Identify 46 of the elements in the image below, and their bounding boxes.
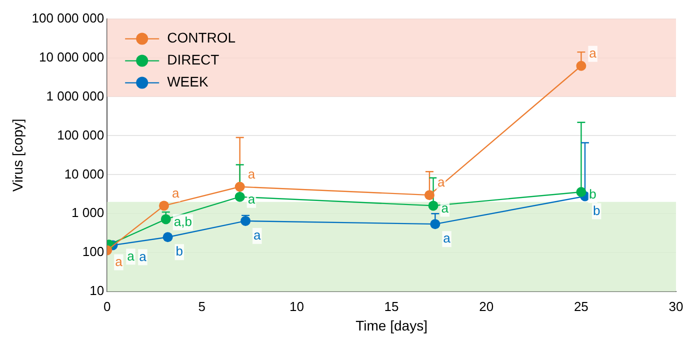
data-label: a xyxy=(441,200,450,216)
data-label: a xyxy=(248,191,256,206)
data-label: a xyxy=(437,174,446,190)
data-label: a xyxy=(589,45,598,60)
data-label: b xyxy=(592,202,600,218)
point xyxy=(430,219,440,230)
legend-label: WEEK xyxy=(167,74,209,90)
x-tick-label: 0 xyxy=(103,298,111,314)
y-tick-label: 1 000 xyxy=(72,205,104,220)
y-tick-label: 1 000 000 xyxy=(46,88,104,104)
data-label: a xyxy=(248,166,256,182)
x-axis-title: Time [days] xyxy=(356,317,428,334)
y-tick-label: 100 000 000 xyxy=(32,10,104,26)
x-tick-label: 15 xyxy=(384,298,399,314)
data-label: a xyxy=(443,230,452,246)
data-label: a xyxy=(254,228,262,243)
legend-label: DIRECT xyxy=(167,52,220,68)
data-label: b xyxy=(589,186,596,202)
x-tick-label: 20 xyxy=(479,298,494,314)
x-tick-label: 25 xyxy=(574,298,588,314)
y-axis-title: Virus [copy] xyxy=(9,118,26,192)
point xyxy=(234,182,245,192)
point xyxy=(424,190,434,200)
point xyxy=(576,60,586,71)
data-label: a,b xyxy=(174,214,192,229)
point xyxy=(158,200,169,211)
point xyxy=(162,232,173,242)
data-label: a xyxy=(127,248,136,264)
y-tick-label: 100 000 xyxy=(57,127,104,142)
point xyxy=(428,200,438,211)
y-tick-label: 10 000 xyxy=(64,166,104,182)
y-tick-label: 100 xyxy=(82,244,104,260)
point xyxy=(160,214,171,224)
data-label: a xyxy=(115,254,124,269)
x-tick-label: 10 xyxy=(289,298,304,314)
y-tick-label: 10 000 000 xyxy=(39,49,104,64)
x-tick-label: 30 xyxy=(668,298,684,314)
y-tick-label: 10 xyxy=(90,283,104,298)
x-tick-label: 5 xyxy=(198,298,206,314)
point xyxy=(234,192,245,202)
point xyxy=(240,216,251,226)
data-label: a xyxy=(139,248,148,264)
data-label: b xyxy=(176,244,184,259)
legend-label: CONTROL xyxy=(167,30,236,46)
data-label: a xyxy=(172,185,180,200)
point xyxy=(576,186,586,197)
